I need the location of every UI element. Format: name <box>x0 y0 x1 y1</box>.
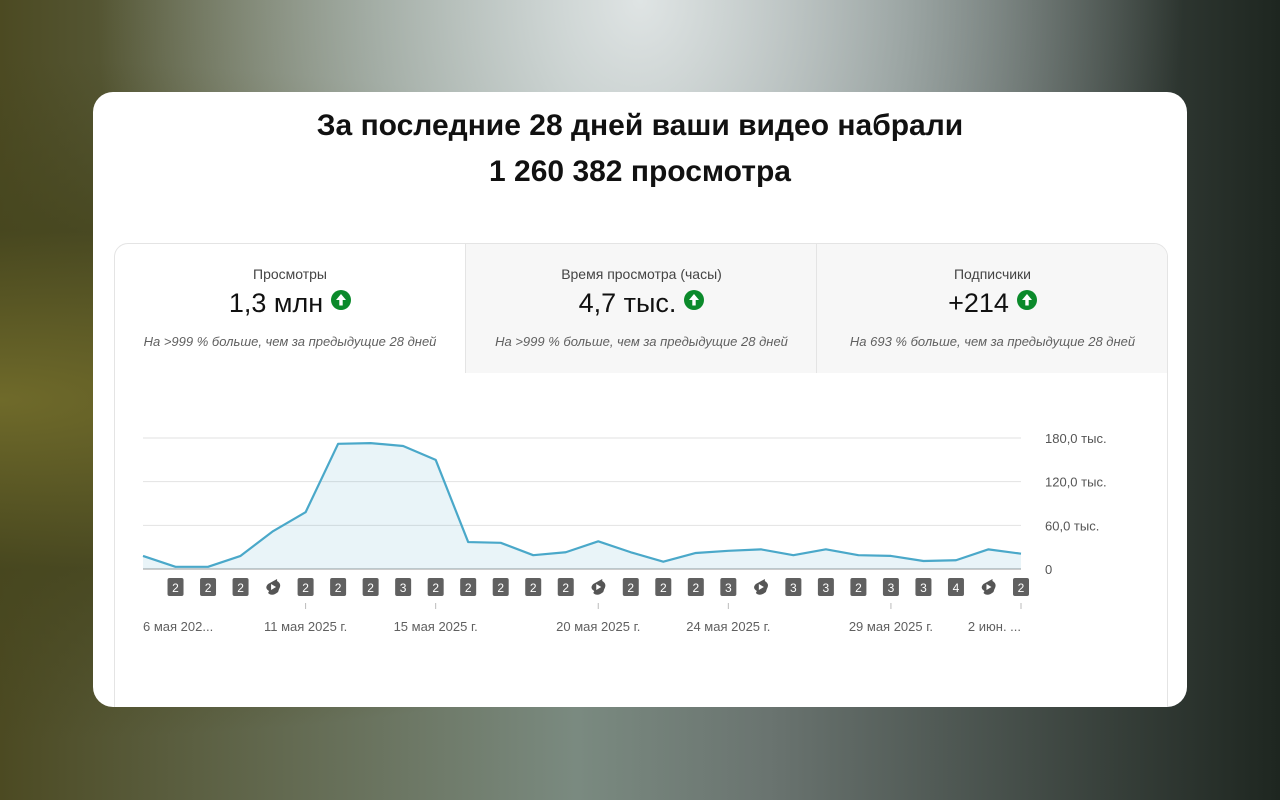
analytics-panel: Просмотры 1,3 млн На >999 % больше, чем за… <box>114 243 1168 707</box>
metric-lbl: Просмотры <box>115 266 465 282</box>
x-tick-label: 24 мая 2025 г. <box>686 619 770 634</box>
upload-badge[interactable] <box>785 578 802 596</box>
metric-note: На 693 % больше, чем за предыдущие 28 дн… <box>849 334 1136 349</box>
upload-badge[interactable] <box>395 578 412 596</box>
upload-count: 2 <box>855 581 862 595</box>
upload-count: 2 <box>627 581 634 595</box>
metric-label: Подписчики <box>953 266 1031 282</box>
y-tick-label: 120,0 тыс. <box>1045 475 1107 490</box>
upload-count: 2 <box>530 581 537 595</box>
upload-count: 2 <box>302 581 309 595</box>
metric-lbl: Время просмотра (часы) <box>466 266 817 282</box>
metric-value: 4,7 тыс. <box>578 288 677 318</box>
upload-count: 3 <box>920 581 927 595</box>
upload-badge[interactable] <box>655 578 672 596</box>
up-arrow-icon <box>1016 290 1037 310</box>
shorts-play <box>758 584 764 590</box>
upload-count: 3 <box>790 581 797 595</box>
metric-value: +214 <box>948 288 1009 318</box>
upload-badge[interactable] <box>947 578 964 596</box>
upload-count: 2 <box>367 581 374 595</box>
y-tick-label: 0 <box>1045 562 1052 577</box>
metric-tab[interactable]: Подписчики +214 На 693 % больше, чем за пр… <box>816 244 1167 373</box>
upload-count: 2 <box>562 581 569 595</box>
metric-note: На >999 % больше, чем за предыдущие 28 д… <box>466 334 817 349</box>
upload-count: 2 <box>465 581 472 595</box>
upload-badge[interactable] <box>850 578 867 596</box>
metric-note: На >999 % больше, чем за предыдущие 28 д… <box>495 334 788 349</box>
metric-label: Просмотры <box>253 266 327 282</box>
upload-badge[interactable] <box>882 578 899 596</box>
upload-count: 2 <box>237 581 244 595</box>
title: 1 260 382 просмотра <box>489 155 791 188</box>
upload-badge[interactable] <box>232 578 249 596</box>
upload-badge[interactable] <box>297 578 314 596</box>
upload-count: 3 <box>888 581 895 595</box>
upload-badge[interactable] <box>557 578 574 596</box>
x-tick-label: 20 мая 2025 г. <box>556 619 640 634</box>
metric-val: +214 <box>817 288 1167 319</box>
upload-count: 2 <box>1018 581 1025 595</box>
upload-count: 3 <box>823 581 830 595</box>
x-tick-label: 2 июн. ... <box>968 619 1021 634</box>
y-tick-label: 60,0 тыс. <box>1045 518 1099 533</box>
upload-badge[interactable] <box>1013 578 1029 596</box>
summary-card: За последние 28 дней ваши видео набрали … <box>93 92 1187 707</box>
upload-badge[interactable] <box>622 578 639 596</box>
metric-tab[interactable]: Просмотры 1,3 млн На >999 % больше, чем за… <box>115 244 465 373</box>
metric-value: 1,3 млн <box>228 288 324 318</box>
shorts-play <box>596 584 602 590</box>
upload-count: 2 <box>432 581 439 595</box>
upload-count: 3 <box>725 581 732 595</box>
metric-label: Время просмотра (часы) <box>561 266 722 282</box>
metric-tab[interactable]: Время просмотра (часы) 4,7 тыс. На >999 % … <box>465 244 817 373</box>
metric-val: 4,7 тыс. <box>466 288 817 319</box>
upload-badge[interactable] <box>362 578 379 596</box>
shorts-play <box>986 584 992 590</box>
upload-badge[interactable] <box>687 578 704 596</box>
y-tick-label: 180,0 тыс. <box>1045 431 1107 446</box>
metric-note: На >999 % больше, чем за предыдущие 28 д… <box>115 334 465 349</box>
upload-count: 2 <box>497 581 504 595</box>
x-tick-label: 29 мая 2025 г. <box>849 619 933 634</box>
upload-count: 4 <box>953 581 960 595</box>
line <box>142 441 1022 568</box>
title: За последние 28 дней ваши видео набрали <box>316 109 964 142</box>
metric-note: На 693 % больше, чем за предыдущие 28 дн… <box>817 334 1167 349</box>
upload-badge[interactable] <box>460 578 477 596</box>
upload-badge[interactable] <box>200 578 217 596</box>
upload-badge[interactable] <box>915 578 932 596</box>
upload-badge[interactable] <box>427 578 444 596</box>
upload-badge[interactable] <box>492 578 509 596</box>
upload-count: 2 <box>335 581 342 595</box>
upload-badge[interactable] <box>720 578 737 596</box>
up-arrow-icon <box>331 290 352 310</box>
upload-count: 2 <box>172 581 179 595</box>
upload-badge[interactable] <box>525 578 542 596</box>
upload-badge[interactable] <box>817 578 834 596</box>
metric-lbl: Подписчики <box>817 266 1167 282</box>
x-tick-label: 6 мая 202... <box>143 619 213 634</box>
upload-count: 2 <box>660 581 667 595</box>
metric-val: 1,3 млн <box>115 288 465 319</box>
x-tick-label: 11 мая 2025 г. <box>264 619 347 634</box>
up-arrow-icon <box>684 290 705 310</box>
x-tick-label: 15 мая 2025 г. <box>394 619 478 634</box>
shorts-play <box>271 584 277 590</box>
area <box>143 443 1021 569</box>
upload-count: 2 <box>205 581 212 595</box>
upload-badge[interactable] <box>167 578 184 596</box>
upload-badge[interactable] <box>330 578 347 596</box>
upload-count: 3 <box>400 581 407 595</box>
upload-count: 2 <box>692 581 699 595</box>
metric-note: На >999 % больше, чем за предыдущие 28 д… <box>143 334 437 349</box>
